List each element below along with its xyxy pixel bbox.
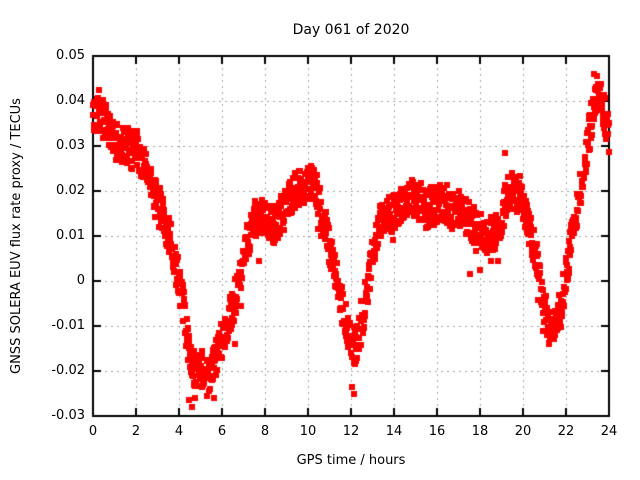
x-tick-label: 10 xyxy=(299,424,317,439)
y-tick-label: 0.04 xyxy=(56,93,85,108)
y-tick-label: -0.02 xyxy=(51,363,85,378)
x-tick-label: 20 xyxy=(514,424,532,439)
x-tick-label: 16 xyxy=(428,424,446,439)
y-tick-label: 0.02 xyxy=(56,183,85,198)
x-tick-label: 4 xyxy=(174,424,184,439)
x-tick-label: 24 xyxy=(600,424,618,439)
x-tick-label: 6 xyxy=(217,424,227,439)
x-tick-label: 12 xyxy=(342,424,360,439)
y-tick-label: -0.01 xyxy=(51,318,85,333)
x-axis-label: GPS time / hours xyxy=(296,453,406,468)
y-tick-label: 0 xyxy=(76,273,85,288)
y-tick-label: 0.03 xyxy=(56,138,85,153)
x-tick-label: 22 xyxy=(557,424,575,439)
x-tick-label: 14 xyxy=(385,424,403,439)
x-tick-label: 2 xyxy=(131,424,141,439)
chart-title: Day 061 of 2020 xyxy=(292,22,410,38)
x-tick-label: 8 xyxy=(260,424,270,439)
x-tick-label: 0 xyxy=(88,424,98,439)
y-tick-label: 0.05 xyxy=(56,48,85,63)
y-tick-label: -0.03 xyxy=(51,408,85,423)
y-tick-label: 0.01 xyxy=(56,228,85,243)
x-tick-label: 18 xyxy=(471,424,489,439)
